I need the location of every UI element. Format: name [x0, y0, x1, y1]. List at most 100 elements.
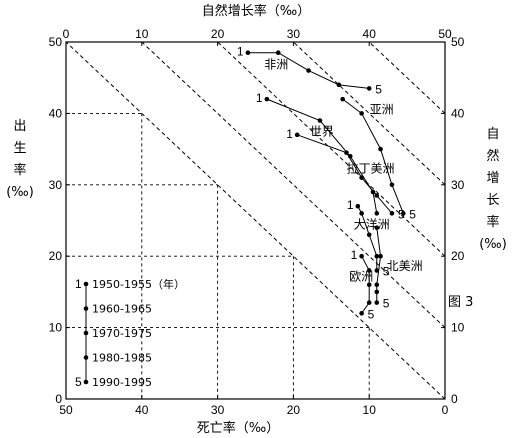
series-3: 1 5 拉丁美洲	[286, 127, 405, 222]
legend-mark: 1	[75, 277, 82, 291]
growth-line-20	[217, 42, 445, 257]
top-tick-label: 20	[211, 27, 225, 41]
series-start-mark: 1	[347, 198, 354, 212]
reference-lines	[66, 112, 370, 399]
series-point	[366, 268, 372, 273]
natural-growth-lines	[66, 42, 445, 399]
series-point	[359, 211, 364, 216]
y-tick-label: 20	[49, 249, 63, 263]
series-point	[366, 300, 372, 305]
series-point	[378, 146, 383, 152]
x-tick-label: 30	[211, 403, 225, 417]
series-start-mark: 1	[237, 45, 244, 59]
series-5: 1 5 欧洲	[349, 248, 374, 321]
series-line	[357, 205, 378, 271]
x-tick-label: 40	[135, 403, 149, 417]
series-point	[366, 86, 372, 91]
right-tick-label: 40	[451, 106, 465, 120]
series-point	[374, 253, 380, 259]
legend-point	[83, 330, 89, 336]
y-axis-title: 出生率(‰)	[6, 119, 34, 200]
legend-label: 1950-1955（年）	[92, 277, 185, 291]
series-label: 大洋洲	[354, 216, 390, 231]
series-point	[275, 50, 281, 56]
legend-point	[83, 379, 89, 385]
series-point	[317, 118, 323, 123]
top-tick-label: 0	[63, 27, 70, 41]
top-axis-title: 自然增长率（‰）	[202, 3, 310, 19]
series-point	[374, 193, 380, 198]
series-point	[344, 150, 349, 155]
series-point	[355, 203, 361, 209]
series-2: 5 亚洲	[340, 96, 416, 221]
series-point	[245, 50, 251, 56]
series-point	[374, 268, 380, 273]
y-tick-label: 50	[49, 35, 63, 49]
series-point	[359, 175, 364, 180]
legend-point	[83, 281, 89, 287]
series-end-mark: 5	[383, 264, 390, 278]
right-axis-growth-ticks: 0 10 20 30 40 50	[441, 35, 465, 406]
figure-label: 图 3	[448, 295, 473, 310]
series-label: 亚洲	[370, 102, 394, 116]
series-point	[336, 82, 342, 88]
legend: 1 1950-1955（年） 1960-1965 1970-1975 1980-1985…	[75, 277, 185, 389]
legend-label: 1980-1985	[92, 352, 152, 365]
series-end-mark: 5	[409, 207, 416, 221]
legend-label: 1990-1995	[92, 376, 152, 389]
y-tick-label: 40	[49, 106, 63, 120]
series-point	[374, 225, 380, 230]
x-axis-death-rate-ticks: 50 40 30 20 10 0	[59, 395, 449, 417]
series-point	[306, 68, 311, 73]
y-axis-birth-rate-ticks: 0 10 20 30 40 50	[49, 35, 70, 406]
series-point	[294, 132, 300, 138]
series-end-mark: 5	[375, 82, 382, 96]
legend-label: 1960-1965	[92, 303, 152, 316]
series-point	[374, 300, 380, 305]
y-tick-label: 0	[55, 392, 62, 406]
series-1: 1 世界	[256, 91, 380, 216]
top-tick-label: 40	[363, 27, 377, 41]
series-end-mark: 5	[398, 207, 405, 221]
x-tick-label: 20	[287, 403, 301, 417]
right-tick-label: 10	[451, 321, 465, 335]
series-end-mark: 5	[368, 307, 375, 321]
legend-label: 1970-1975	[92, 327, 152, 340]
series-label: 北美洲	[387, 259, 423, 273]
right-tick-label: 30	[451, 178, 465, 192]
y-tick-label: 10	[49, 321, 63, 335]
x-tick-label: 10	[363, 403, 377, 417]
x-tick-label: 50	[59, 403, 73, 417]
legend-point	[83, 355, 89, 360]
top-tick-label: 30	[287, 27, 301, 41]
legend-mark: 5	[75, 375, 82, 389]
top-axis-growth-ticks: 0 10 20 30 40 50	[63, 27, 452, 46]
series-point	[389, 182, 395, 188]
series-point	[374, 289, 380, 295]
series-point	[359, 311, 364, 316]
top-tick-label: 10	[135, 27, 149, 41]
growth-line-40	[368, 42, 445, 114]
y-tick-label: 30	[49, 178, 63, 192]
series-label: 世界	[310, 125, 334, 139]
series-label: 非洲	[264, 58, 288, 72]
series-label: 欧洲	[349, 269, 373, 283]
series-point	[340, 96, 345, 102]
series-point	[389, 211, 395, 216]
x-axis-title: 死亡率（‰）	[197, 420, 279, 436]
series-point	[374, 282, 380, 288]
top-tick-label: 50	[438, 27, 452, 41]
series-start-mark: 1	[256, 91, 263, 105]
series-point	[378, 253, 383, 259]
series-point	[366, 282, 372, 288]
right-tick-label: 50	[451, 35, 465, 49]
legend-point	[83, 306, 89, 311]
series-point	[359, 111, 364, 116]
growth-line-0	[66, 42, 445, 399]
series-line	[266, 98, 378, 214]
series-point	[264, 96, 270, 102]
series-4: 1 5 大洋洲	[347, 198, 390, 278]
